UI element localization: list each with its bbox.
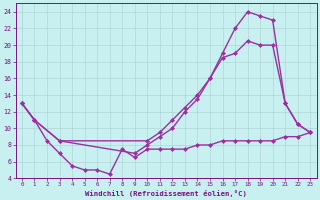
- X-axis label: Windchill (Refroidissement éolien,°C): Windchill (Refroidissement éolien,°C): [85, 190, 247, 197]
